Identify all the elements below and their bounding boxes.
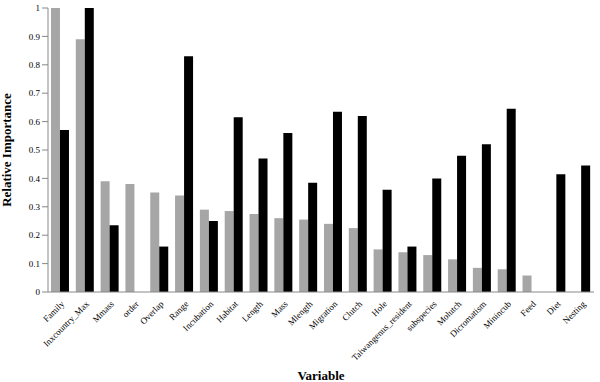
svg-text:Overlap: Overlap	[138, 299, 166, 327]
svg-text:Habitat: Habitat	[214, 299, 240, 325]
svg-text:Variable: Variable	[297, 368, 344, 382]
svg-text:0.9: 0.9	[29, 32, 41, 42]
svg-text:Length: Length	[240, 299, 265, 324]
svg-text:Mmass: Mmass	[91, 299, 117, 325]
svg-text:Mass: Mass	[269, 299, 290, 320]
svg-text:Molutch: Molutch	[434, 298, 464, 328]
svg-text:Family: Family	[41, 298, 67, 324]
svg-text:Feed: Feed	[518, 299, 538, 319]
svg-text:0.6: 0.6	[29, 117, 41, 127]
svg-text:Range: Range	[167, 298, 191, 323]
svg-text:0.5: 0.5	[29, 145, 41, 155]
svg-text:Incubation: Incubation	[181, 299, 216, 334]
svg-text:Relative Importance: Relative Importance	[8, 93, 14, 207]
svg-text:Clutch: Clutch	[340, 299, 364, 323]
svg-text:Nesting: Nesting	[561, 299, 588, 326]
svg-text:Diet: Diet	[545, 299, 563, 317]
svg-text:Migration: Migration	[307, 299, 340, 332]
svg-text:0.8: 0.8	[29, 60, 41, 70]
svg-text:Dicromatism: Dicromatism	[448, 299, 488, 339]
svg-text:Taiwangenus_resident: Taiwangenus_resident	[350, 299, 414, 363]
svg-text:Hole: Hole	[370, 299, 389, 318]
svg-text:subspecies: subspecies	[404, 299, 439, 334]
svg-text:0: 0	[36, 287, 41, 297]
svg-text:Inxcountry_Max: Inxcountry_Max	[41, 299, 91, 349]
svg-text:Mlength: Mlength	[285, 298, 315, 328]
svg-text:Minincub: Minincub	[481, 299, 513, 331]
svg-text:0.4: 0.4	[29, 174, 41, 184]
svg-text:0.2: 0.2	[29, 230, 40, 240]
svg-text:0.7: 0.7	[29, 88, 41, 98]
svg-text:1: 1	[36, 3, 41, 13]
svg-text:0.1: 0.1	[29, 259, 40, 269]
svg-text:0.3: 0.3	[29, 202, 41, 212]
svg-text:order: order	[120, 299, 141, 320]
